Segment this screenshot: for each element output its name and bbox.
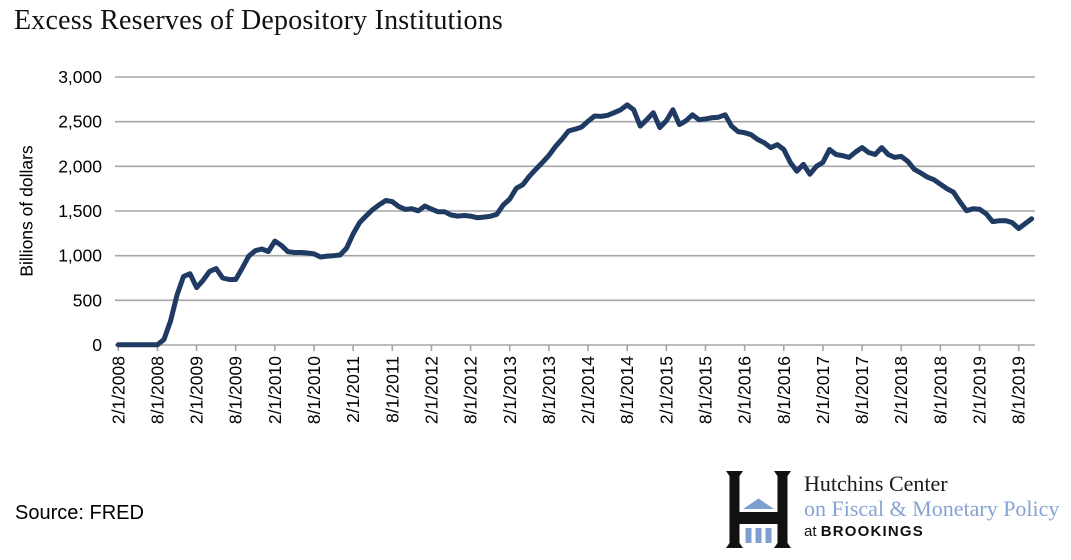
x-tick-label: 2/1/2017 [813,356,833,424]
x-tick-label: 2/1/2018 [891,356,911,424]
h-crossbar [739,512,778,524]
y-tick-label: 2,000 [58,156,102,176]
x-tick-label: 8/1/2010 [304,356,324,424]
hutchins-brookings-logo: Hutchins Center on Fiscal & Monetary Pol… [726,471,1059,548]
x-tick-label: 2/1/2012 [421,356,441,424]
excess-reserves-chart: 0 500 1,000 1,500 2,000 2,500 3,000 2/1/2008 8/1… [16,67,1035,424]
x-tick-label: 8/1/2013 [539,356,559,424]
y-axis-title: Billions of dollars [16,145,37,277]
x-tick-label: 2/1/2009 [187,356,207,424]
column-icon [755,528,762,543]
logo-line-hutchins-center: Hutchins Center [804,471,948,496]
x-tick-label: 2/1/2014 [578,356,598,424]
x-tick-label: 8/1/2012 [461,356,481,424]
chart-title: Excess Reserves of Depository Institutio… [14,5,503,36]
x-tick-label: 8/1/2018 [930,356,950,424]
x-tick-label: 8/1/2015 [695,356,715,424]
hutchins-h-logo-icon [726,471,791,548]
x-tick-label: 2/1/2015 [656,356,676,424]
logo-text: Hutchins Center on Fiscal & Monetary Pol… [804,471,1059,543]
y-tick-label: 500 [73,290,102,310]
x-tick-label: 2/1/2013 [500,356,520,424]
x-tick-label: 8/1/2019 [1009,356,1029,424]
x-tick-label: 2/1/2019 [970,356,990,424]
column-icon [765,528,772,543]
y-tick-label: 1,000 [58,246,102,266]
x-tick-label: 2/1/2011 [343,356,363,423]
x-tick-label: 8/1/2016 [774,356,794,424]
h-right-bar [774,471,791,548]
y-tick-label: 2,500 [58,112,102,132]
data-line [115,102,1035,348]
h-left-bar [726,471,743,548]
logo-line-fiscal-monetary: on Fiscal & Monetary Policy [804,496,1060,521]
x-tick-label: 2/1/2008 [108,356,128,424]
y-tick-label: 3,000 [58,67,102,87]
pediment-triangle-icon [743,498,774,509]
column-icon [745,528,752,543]
x-tick-label: 2/1/2016 [735,356,755,424]
x-tick-label: 8/1/2008 [147,356,167,424]
x-tick-label: 8/1/2017 [852,356,872,424]
source-note: Source: FRED [15,502,144,524]
x-tick-label: 8/1/2014 [617,356,637,424]
logo-brookings-text: BROOKINGS [820,523,924,540]
y-tick-label: 1,500 [58,201,102,221]
logo-at-text: at [804,523,821,540]
x-tick-label: 8/1/2009 [226,356,246,424]
x-tick-label: 2/1/2010 [265,356,285,424]
logo-line-at-brookings: at BROOKINGS [804,521,1059,543]
y-tick-label: 0 [92,335,102,355]
x-tick-label: 8/1/2011 [382,356,402,423]
chart-canvas: 0 500 1,000 1,500 2,000 2,500 3,000 2/1/2008 8/1… [58,67,1035,424]
